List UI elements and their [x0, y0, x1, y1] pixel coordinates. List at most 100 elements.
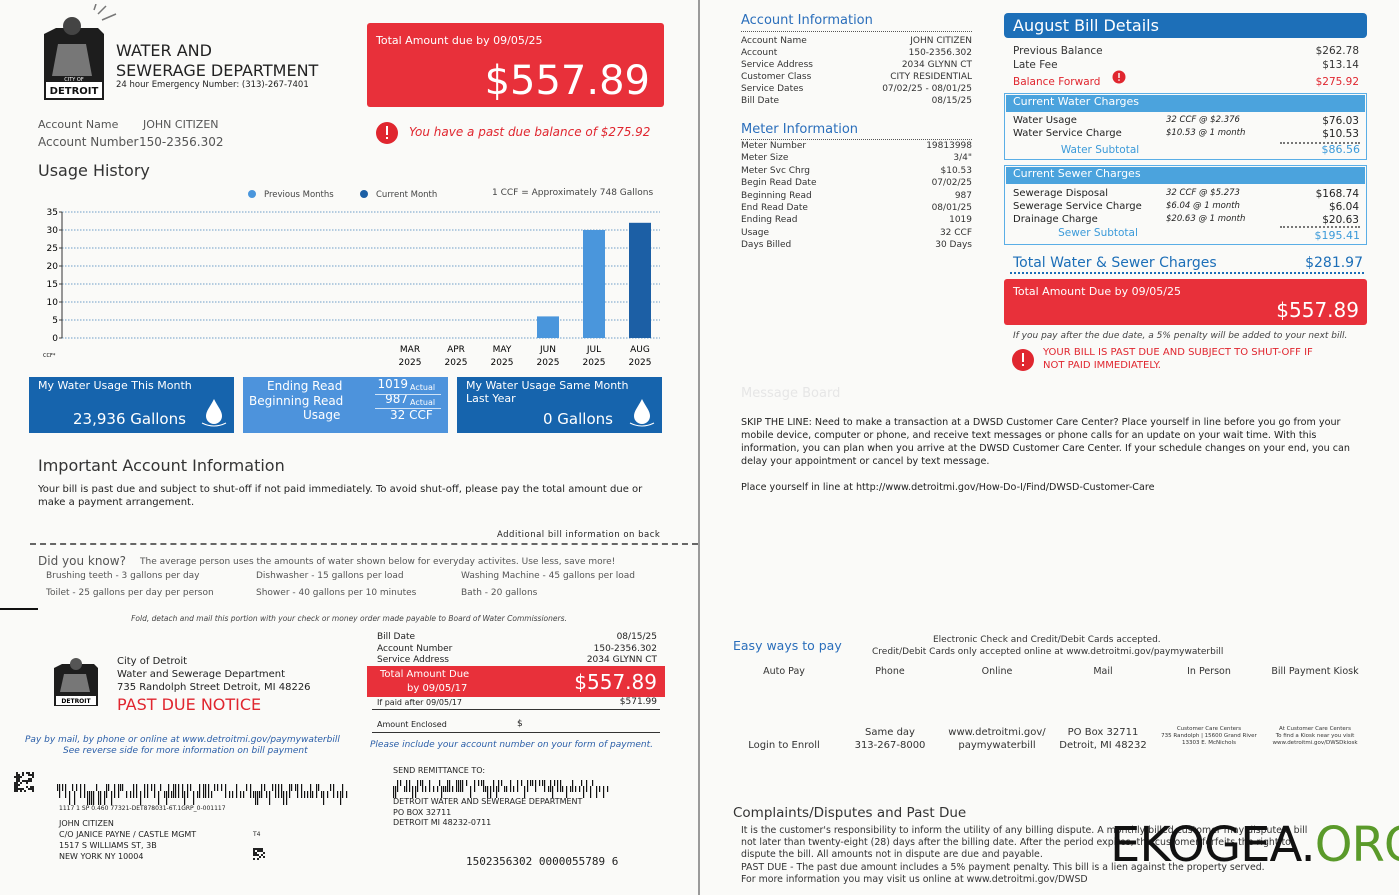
barcode-bar	[483, 780, 485, 792]
qr-cell	[20, 790, 22, 792]
barcode-bar	[310, 784, 312, 798]
rule	[741, 139, 972, 140]
barcode-bar	[173, 784, 175, 798]
barcode-bar	[504, 786, 506, 792]
value: 19813998	[926, 141, 972, 151]
label: Beginning Read	[741, 190, 812, 201]
barcode-bar	[126, 791, 128, 798]
qr-cell	[26, 780, 28, 782]
barcode-bar	[122, 784, 124, 791]
x-tick-label: 2025	[583, 358, 606, 368]
legend-marker	[360, 190, 368, 198]
value: 987	[954, 190, 972, 201]
method-detail: Customer Care Centers	[1176, 726, 1242, 732]
qr-cell	[253, 850, 255, 852]
qr-cell	[20, 782, 22, 784]
x-tick-label: MAR	[400, 345, 420, 355]
method-name: Mail	[1093, 666, 1113, 677]
label: Drainage Charge	[1013, 214, 1098, 225]
barcode-bar	[164, 791, 166, 798]
pay-note: Pay by mail, by phone or online at www.d…	[25, 735, 340, 745]
message-link: Place yourself in line at http://www.det…	[741, 482, 1155, 493]
barcode-bar	[400, 780, 402, 786]
barcodes	[14, 772, 609, 860]
barcode-bar	[250, 784, 252, 798]
qr-cell	[26, 782, 28, 784]
qr-cell	[20, 788, 22, 790]
tile-rule	[375, 408, 441, 409]
x-tick-label: 2025	[537, 358, 560, 368]
qr-cell	[257, 854, 259, 856]
method-detail: paymywaterbill	[958, 740, 1036, 751]
barcode-bar	[114, 784, 116, 798]
barcode-bar	[108, 784, 110, 791]
barcode-bar	[232, 791, 234, 798]
label: Service Address	[741, 60, 813, 70]
barcode-bar	[323, 791, 325, 805]
barcode-bar	[59, 784, 61, 798]
barcode-bar	[80, 784, 82, 798]
barcode-bar	[337, 791, 339, 798]
y-tick-label: 10	[47, 298, 59, 308]
qr-cell	[32, 790, 34, 792]
tile-label: Usage	[303, 408, 341, 422]
barcode-bar	[266, 791, 268, 798]
qr-cell	[24, 780, 26, 782]
barcode-bar	[253, 791, 255, 798]
qr-cell	[261, 848, 263, 850]
barcode-bar	[98, 791, 100, 805]
value: 3/4"	[953, 153, 972, 164]
barcode-bar	[106, 784, 108, 798]
barcode-bar	[490, 786, 492, 798]
barcode-bar	[118, 784, 120, 798]
qr-cell	[18, 774, 20, 776]
label: Usage	[741, 227, 770, 238]
tile	[243, 377, 448, 433]
label: Previous Balance	[1013, 45, 1103, 57]
tile-value: 987	[385, 392, 408, 406]
label: Account Name	[741, 36, 807, 46]
tile-value: 23,936 Gallons	[73, 410, 186, 428]
qr-cell	[16, 784, 18, 786]
barcode-bar	[297, 784, 299, 798]
barcode-bar	[441, 786, 443, 798]
x-tick-label: 2025	[399, 358, 422, 368]
barcode-bar	[243, 791, 245, 798]
label: Account Number	[38, 135, 139, 149]
barcode-bar	[493, 780, 495, 792]
barcode-bar	[470, 786, 472, 798]
barcode-bar	[217, 784, 219, 791]
barcode-bar	[327, 791, 329, 798]
tile-label: Ending Read	[267, 379, 343, 393]
customer-line: C/O JANICE PAYNE / CASTLE MGMT	[59, 830, 197, 839]
barcode-bar	[96, 784, 98, 791]
qr-cell	[261, 850, 263, 852]
total-label: Total Water & Sewer Charges	[1013, 255, 1217, 271]
tile-value: 1019	[377, 377, 408, 391]
qr-cell	[18, 788, 20, 790]
barcode-bar	[187, 784, 189, 798]
barcode-bar	[333, 784, 335, 798]
method-detail: At Customer Care Centers	[1279, 726, 1351, 732]
barcode-bar	[412, 786, 414, 798]
customer-line: 1517 S WILLIAMS ST, 3B	[59, 841, 157, 850]
barcode-bar	[158, 791, 160, 805]
subtotal-label: Sewer Subtotal	[1058, 227, 1138, 239]
barcode-bar	[346, 791, 348, 798]
barcode-bar	[474, 780, 476, 792]
accepted-note: Credit/Debit Cards only accepted online …	[872, 647, 1224, 657]
label: Meter Size	[741, 153, 789, 164]
barcode-bar	[69, 791, 71, 805]
barcode-bar	[592, 780, 594, 786]
barcode-bar	[312, 791, 314, 798]
due-label: by 09/05/17	[407, 683, 468, 694]
value: $20.63	[1322, 214, 1359, 226]
barcode-bar	[87, 791, 89, 805]
barcode-bar	[510, 780, 512, 792]
qr-cell	[263, 852, 265, 854]
barcode-bar	[307, 791, 309, 798]
barcode-bar	[506, 786, 508, 792]
due-amount: $557.89	[484, 58, 650, 104]
due-label: Total Amount Due by 09/05/25	[1013, 285, 1182, 298]
barcode-bar	[100, 791, 102, 805]
